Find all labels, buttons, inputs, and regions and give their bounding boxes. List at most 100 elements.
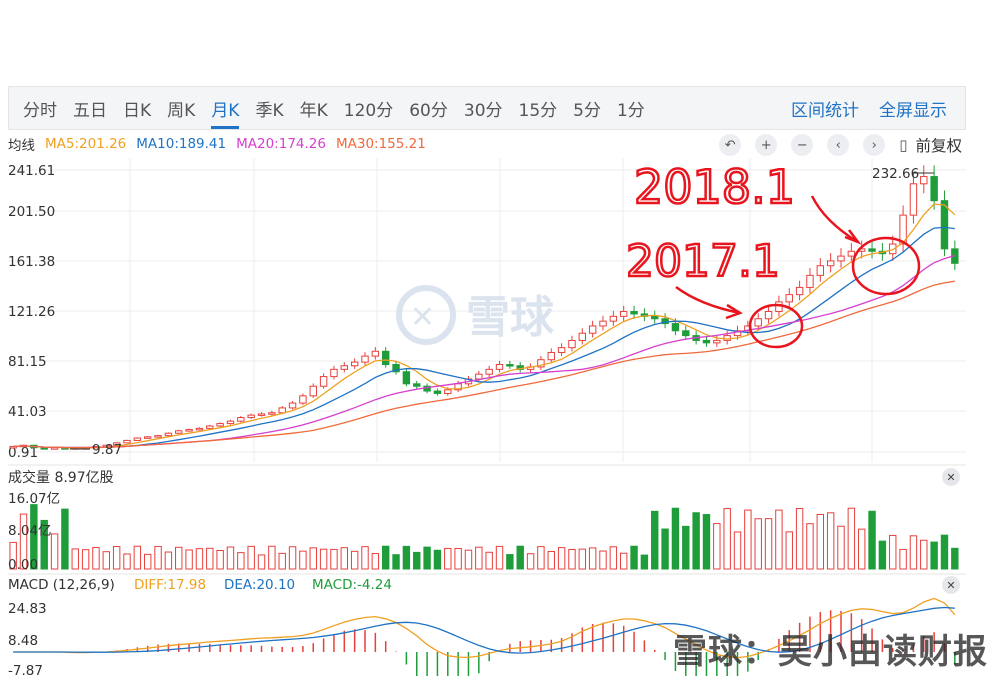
- candle-body: [216, 423, 224, 427]
- candle-body: [733, 330, 742, 337]
- candle-body: [495, 364, 504, 370]
- adjust-mode-dropdown[interactable]: 前复权: [915, 137, 962, 155]
- volume-bar: [464, 549, 473, 570]
- candle-body: [506, 364, 514, 367]
- volume-label-mid: 8.04亿: [8, 523, 52, 539]
- candle-body: [9, 445, 17, 449]
- candle-body: [226, 420, 235, 425]
- zoom-out-icon[interactable]: −: [791, 134, 814, 156]
- candle-body: [257, 413, 266, 416]
- volume-bar: [837, 525, 845, 570]
- tab-4[interactable]: 月K: [203, 87, 247, 129]
- range-stats-link[interactable]: 区间统计: [791, 100, 859, 121]
- chart-grid: [8, 158, 966, 462]
- volume-bar: [920, 539, 928, 570]
- volume-bar: [951, 547, 959, 570]
- volume-bar: [9, 541, 17, 570]
- moving-average-lines: [13, 203, 956, 449]
- candle-body: [775, 301, 783, 313]
- reset-icon[interactable]: ↶: [719, 134, 742, 156]
- watermark-center: 雪球: [466, 292, 555, 343]
- candle-body: [889, 243, 897, 255]
- volume-bar: [143, 553, 152, 570]
- tab-3[interactable]: 周K: [167, 100, 196, 121]
- price-label-4: 81.15: [8, 354, 47, 370]
- price-axis-labels: 241.61 201.50 161.38 121.26 81.15 41.03 0.91: [8, 163, 55, 461]
- volume-bar: [671, 507, 680, 570]
- candle-type-icon[interactable]: ▯: [899, 136, 908, 154]
- volume-bar: [775, 509, 783, 570]
- zoom-in-icon[interactable]: +: [755, 134, 778, 156]
- low-annotation: 9.87: [92, 442, 122, 458]
- candle-body: [133, 437, 142, 441]
- candle-body: [206, 425, 214, 429]
- volume-bar: [588, 547, 597, 570]
- volume-bar: [71, 548, 79, 570]
- watermark-bottom: 雪球：吴小由读财报: [673, 632, 988, 672]
- tab-12[interactable]: 1分: [616, 100, 645, 121]
- volume-bar: [537, 546, 545, 570]
- candle-body: [340, 365, 349, 370]
- candle-body: [112, 442, 121, 446]
- candle-body: [909, 183, 918, 216]
- volume-bar: [475, 546, 483, 570]
- volume-bar: [257, 554, 266, 570]
- volume-bar: [878, 540, 887, 570]
- volume-bar: [309, 547, 317, 570]
- candle-body: [361, 355, 369, 363]
- candle-body: [237, 417, 245, 422]
- volume-bar: [350, 550, 359, 570]
- candle-body: [754, 318, 762, 327]
- macd-value: MACD:-4.24: [312, 577, 392, 593]
- fullscreen-link[interactable]: 全屏显示: [879, 100, 947, 121]
- candle-body: [940, 200, 949, 250]
- volume-label-max: 16.07亿: [8, 491, 60, 507]
- volume-bar: [175, 546, 183, 570]
- chevron-right-icon[interactable]: ›: [863, 134, 886, 156]
- volume-bar: [640, 554, 649, 570]
- candle-body: [537, 359, 545, 368]
- tab-9[interactable]: 30分: [463, 100, 503, 121]
- dea-line: [13, 606, 955, 654]
- volume-bar: [299, 550, 307, 570]
- volume-bar: [247, 545, 255, 570]
- macd-diff: DIFF:17.98: [134, 577, 206, 593]
- candle-body: [661, 318, 669, 325]
- tab-7[interactable]: 120分: [343, 100, 394, 121]
- volume-bars: [9, 504, 959, 570]
- volume-bar: [50, 533, 59, 570]
- candle-body: [630, 311, 638, 315]
- tab-6[interactable]: 年K: [299, 100, 328, 121]
- volume-bar: [940, 534, 949, 570]
- candle-body: [547, 351, 555, 361]
- macd-title: MACD (12,26,9): [8, 577, 115, 593]
- volume-bar: [516, 545, 524, 570]
- macd-legend: MACD (12,26,9) DIFF:17.98 DEA:20.10 MACD…: [8, 577, 392, 593]
- tab-10[interactable]: 15分: [518, 100, 558, 121]
- volume-bar: [495, 545, 504, 570]
- volume-bar: [237, 552, 245, 570]
- price-label-0: 241.61: [8, 163, 55, 179]
- macd-indicator: [13, 597, 956, 676]
- volume-bar: [506, 554, 514, 570]
- circle-2017: [748, 303, 804, 349]
- candlesticks: [9, 165, 959, 450]
- volume-bar: [319, 548, 328, 570]
- volume-bar: [702, 514, 711, 570]
- candle-body: [413, 383, 421, 387]
- tab-2[interactable]: 日K: [123, 100, 152, 121]
- candle-body: [247, 414, 255, 419]
- tab-5[interactable]: 季K: [255, 100, 284, 121]
- chevron-left-icon[interactable]: ‹: [827, 134, 850, 156]
- tab-0[interactable]: 分时: [23, 100, 57, 121]
- volume-bar: [847, 507, 856, 570]
- tab-1[interactable]: 五日: [73, 100, 107, 121]
- volume-close-icon[interactable]: ✕: [942, 468, 960, 486]
- ma10-line: [13, 226, 955, 449]
- candle-body: [350, 361, 359, 367]
- candle-body: [713, 339, 721, 344]
- tab-8[interactable]: 60分: [409, 100, 448, 121]
- svg-text:✕: ✕: [410, 300, 435, 335]
- tab-11[interactable]: 5分: [573, 100, 601, 121]
- macd-close-icon[interactable]: ✕: [942, 576, 960, 594]
